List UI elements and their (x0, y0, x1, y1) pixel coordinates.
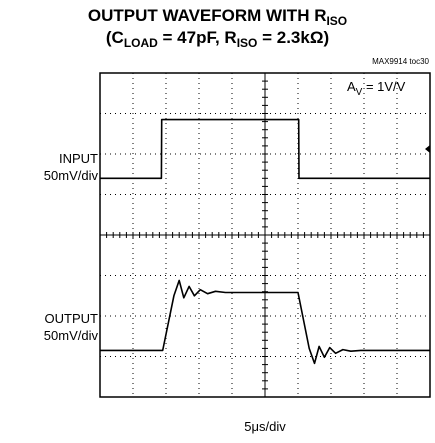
input-waveform (100, 118, 430, 180)
figure-note: MAX9914 toc30 (372, 57, 429, 66)
title-part-3: ISO (236, 36, 258, 50)
output-channel-scale: 50mV/div (43, 328, 98, 343)
title-part-1: LOAD (123, 36, 158, 50)
gain-annotation: AV = 1V/V (347, 79, 406, 98)
input-channel-name: INPUT (59, 151, 98, 166)
input-channel-scale: 50mV/div (43, 168, 98, 183)
chart-title-line1: OUTPUT WAVEFORM WITH RISO (87, 6, 348, 28)
x-axis-label: 5μs/div (244, 419, 286, 434)
output-channel-label: OUTPUT 50mV/div (0, 310, 98, 344)
trigger-level-marker (425, 144, 430, 153)
title-part-0: (C (105, 28, 124, 47)
title-part-2: = 47pF, R (157, 28, 237, 47)
title-part-4: = 2.3kΩ) (257, 28, 330, 47)
plot-frame (99, 72, 431, 398)
input-channel-label: INPUT 50mV/div (0, 150, 98, 184)
chart-title-line2: (CLOAD = 47pF, RISO = 2.3kΩ) (0, 28, 435, 50)
output-channel-name: OUTPUT (44, 311, 98, 326)
output-waveform (100, 279, 430, 365)
